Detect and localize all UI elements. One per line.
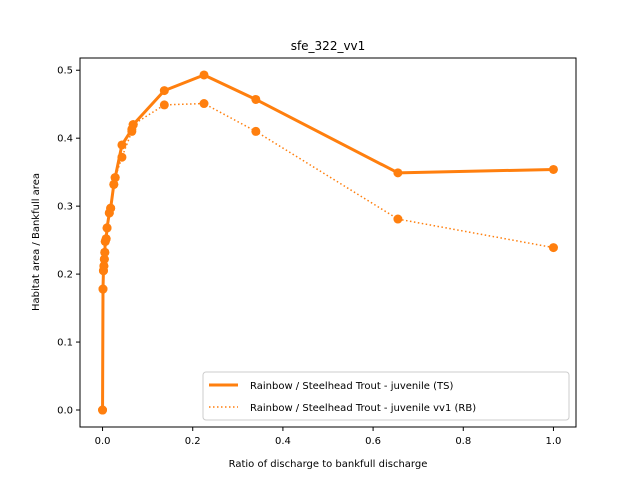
x-tick-label: 0.0 [95, 436, 111, 447]
data-point-rb [159, 100, 169, 110]
x-axis: 0.0 0.2 0.4 0.6 0.8 1.0 [95, 427, 562, 447]
data-point-ts [109, 179, 119, 189]
x-tick-label: 1.0 [546, 436, 562, 447]
data-point-ts [101, 234, 111, 244]
data-point-ts [393, 168, 403, 178]
data-point-rb [199, 99, 209, 109]
data-point-ts [98, 284, 108, 294]
series-line-rb [101, 102, 554, 411]
data-point-ts [106, 203, 116, 213]
data-point-ts [159, 86, 169, 96]
axes-frame [79, 57, 577, 428]
x-tick-label: 0.4 [275, 436, 291, 447]
data-point-rb [548, 243, 558, 253]
legend: Rainbow / Steelhead Trout - juvenile (TS… [202, 371, 570, 421]
data-point-rb [117, 152, 127, 162]
y-axis: 0.0 0.1 0.2 0.3 0.4 0.5 [57, 66, 80, 417]
y-tick-label: 0.2 [57, 270, 73, 281]
data-point-ts [99, 254, 109, 264]
data-point-ts [99, 261, 109, 271]
x-axis-label: Ratio of discharge to bankfull discharge [229, 459, 428, 470]
y-tick-label: 0.3 [57, 202, 73, 213]
legend-label-rb: Rainbow / Steelhead Trout - juvenile vv1… [250, 403, 476, 414]
y-axis-label: Habitat area / Bankfull area [31, 173, 42, 311]
y-tick-label: 0.5 [57, 66, 73, 77]
data-point-ts [251, 94, 261, 104]
legend-label-ts: Rainbow / Steelhead Trout - juvenile (TS… [250, 381, 453, 392]
data-point-ts [128, 120, 138, 130]
legend-box [202, 371, 570, 421]
x-tick-label: 0.8 [455, 436, 471, 447]
chart-title: sfe_322_vv1 [291, 39, 366, 53]
x-tick-label: 0.6 [365, 436, 381, 447]
data-point-ts [110, 173, 120, 183]
data-point-ts [199, 70, 209, 80]
y-tick-label: 0.4 [57, 134, 73, 145]
x-tick-label: 0.2 [185, 436, 201, 447]
plot-area [98, 70, 558, 415]
data-point-rb [393, 214, 403, 224]
y-tick-label: 0.0 [57, 406, 73, 417]
data-point-ts [117, 140, 127, 150]
data-point-ts [98, 405, 108, 415]
data-point-ts [548, 164, 558, 174]
data-point-ts [100, 247, 110, 257]
y-tick-label: 0.1 [57, 338, 73, 349]
data-point-rb [251, 126, 261, 136]
data-point-ts [102, 223, 112, 233]
